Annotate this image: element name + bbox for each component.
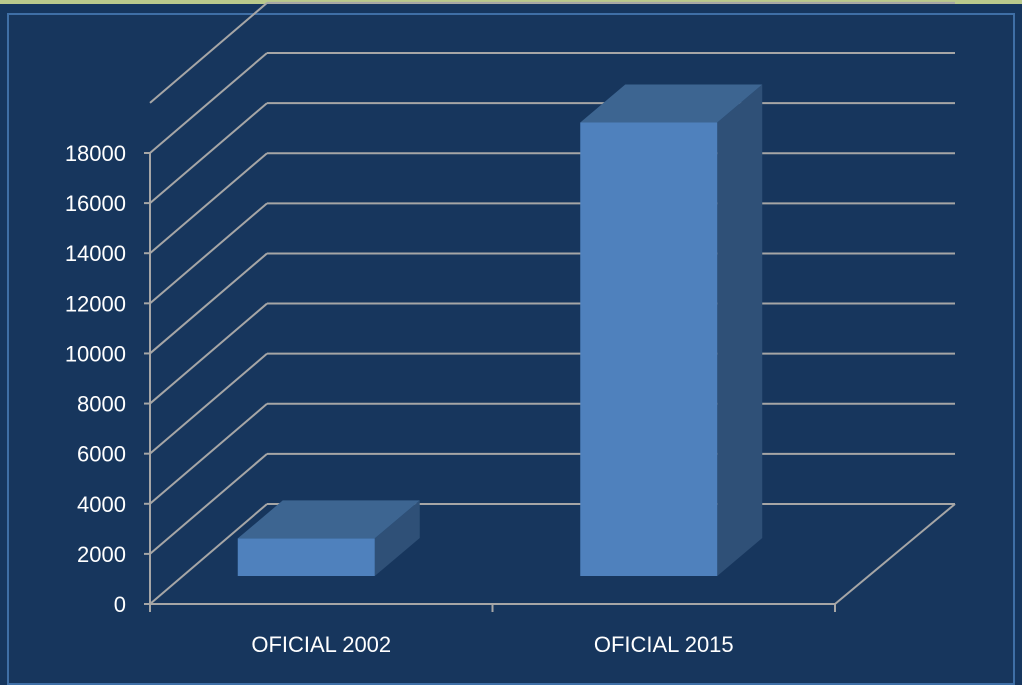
y-tick-label: 0	[114, 592, 126, 617]
floor-right-edge	[834, 503, 956, 605]
bar-top-face	[237, 500, 420, 539]
x-category-label: OFICIAL 2002	[251, 632, 391, 657]
label-layer: 0 2000 4000 6000 8000 10000 12000 14000 16000 180…	[65, 141, 734, 657]
bar-front-face	[237, 538, 375, 576]
gridline-wall-8000	[149, 302, 268, 405]
y-tick-label: 6000	[77, 442, 126, 467]
y-tick-label: 4000	[77, 492, 126, 517]
bar-side-face	[374, 500, 420, 576]
chart-area	[7, 13, 1015, 685]
bar-side-face	[717, 84, 763, 576]
bar-2	[580, 84, 763, 576]
gridline-wall-18000	[149, 52, 268, 154]
y-tick-label: 16000	[65, 191, 126, 216]
gridline-wall-2000	[149, 453, 268, 555]
bar-front-face	[580, 122, 718, 576]
gridline-wall-4000	[149, 403, 268, 505]
y-tick-label: 8000	[77, 392, 126, 417]
y-tick-label: 18000	[65, 141, 126, 166]
bar-layer	[237, 84, 763, 576]
gridline-wall-6000	[149, 352, 268, 455]
axis-layer	[144, 152, 956, 612]
gridline-wall-0	[149, 503, 268, 605]
gridline-wall-16000	[149, 102, 268, 204]
bar-1	[237, 500, 420, 576]
gridline-wall-20000	[149, 2, 268, 104]
gridline-wall-10000	[149, 252, 268, 355]
x-category-label: OFICIAL 2015	[594, 632, 734, 657]
y-tick-label: 2000	[77, 542, 126, 567]
gridline-wall-14000	[149, 152, 268, 254]
y-tick-label: 12000	[65, 291, 126, 316]
y-tick-label: 14000	[65, 241, 126, 266]
y-tick-label: 10000	[65, 341, 126, 366]
bar-top-face	[580, 84, 763, 123]
gridline-wall-12000	[149, 202, 268, 305]
